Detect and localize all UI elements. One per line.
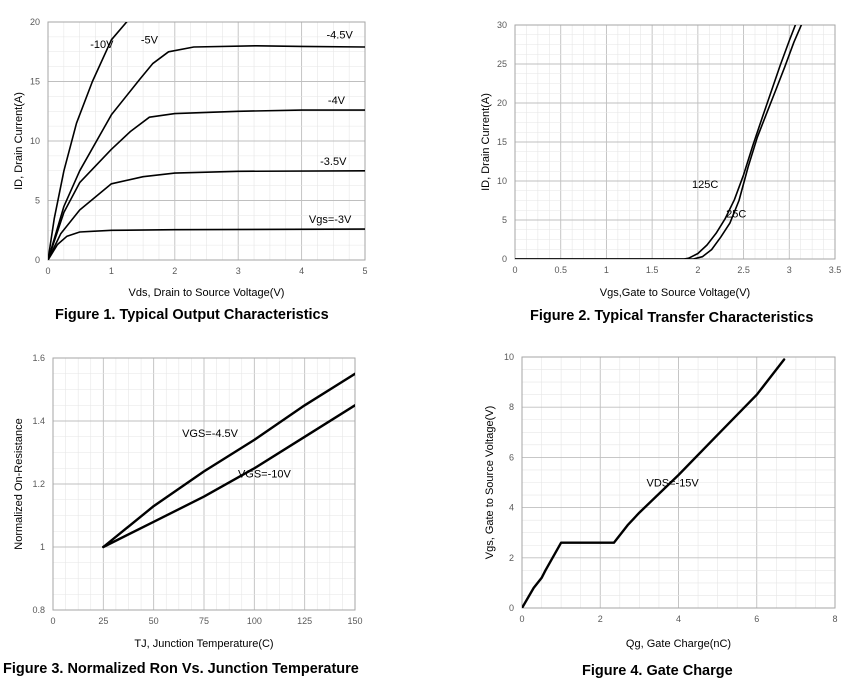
fig2-x-tick-label: 0.5 (554, 265, 567, 275)
figure-1-caption: Figure 1. Typical Output Characteristics (55, 307, 329, 323)
fig4-x-tick-label: 2 (598, 614, 603, 624)
fig2-x-tick-label: 1.5 (646, 265, 659, 275)
figure-2-chart: 0 0.5 1 1.5 2 2.5 3 3.5 0 5 10 15 20 25 30 Vgs,Gate to … (480, 20, 842, 299)
fig3-x-tick-label: 50 (149, 616, 159, 626)
fig3-annotation-vgs-4-5v: VGS=-4.5V (182, 428, 239, 440)
fig1-annotation-4v: -4V (328, 95, 346, 107)
fig3-x-tick-label: 150 (347, 616, 362, 626)
fig2-x-tick-label: 2 (695, 265, 700, 275)
fig1-series-4v (48, 170, 365, 260)
fig3-x-tick-label: 100 (247, 616, 262, 626)
fig4-y-tick-label: 8 (509, 402, 514, 412)
fig4-y-tick-label: 6 (509, 452, 514, 462)
fig1-y-axis-label: ID, Drain Current(A) (13, 92, 25, 190)
fig2-annotation-125c: 125C (692, 179, 718, 191)
fig4-y-tick-label: 4 (509, 503, 514, 513)
fig3-y-tick-label: 1.2 (32, 479, 45, 489)
fig1-y-tick-label: 10 (30, 136, 40, 146)
fig1-x-tick-label: 5 (362, 266, 367, 276)
fig3-y-tick-label: 1 (40, 542, 45, 552)
fig4-y-tick-label: 0 (509, 603, 514, 613)
figure-1-panel: 0 1 2 3 4 5 0 5 10 15 20 Vds, Drain to Source Volta… (0, 0, 431, 346)
fig2-y-tick-label: 10 (497, 176, 507, 186)
figure-4-chart: 0 2 4 6 8 0 2 4 6 8 10 Qg, Gate Charge(nC) Vgs, Gate… (484, 352, 838, 650)
fig3-y-axis-label: Normalized On-Resistance (13, 418, 25, 549)
fig2-series-25c (515, 25, 803, 259)
fig4-x-tick-label: 4 (676, 614, 681, 624)
figure-4-caption: Figure 4. Gate Charge (582, 663, 733, 679)
fig1-series-5v (48, 44, 365, 260)
figure-4-panel: 0 2 4 6 8 0 2 4 6 8 10 Qg, Gate Charge(nC) Vgs, Gate… (431, 346, 863, 693)
fig3-x-tick-label: 75 (199, 616, 209, 626)
fig2-x-tick-label: 0 (512, 265, 517, 275)
fig3-series-vgs-10v (102, 404, 355, 549)
fig1-x-tick-label: 1 (109, 266, 114, 276)
fig4-plot-area (521, 356, 836, 609)
fig1-x-tick-label: 0 (45, 266, 50, 276)
fig2-x-tick-label: 1 (604, 265, 609, 275)
figure-2-panel: 0 0.5 1 1.5 2 2.5 3 3.5 0 5 10 15 20 25 30 Vgs,Gate to … (431, 0, 863, 346)
fig2-y-tick-label: 15 (497, 137, 507, 147)
fig1-x-tick-label: 3 (236, 266, 241, 276)
fig3-x-tick-label: 0 (50, 616, 55, 626)
fig1-y-tick-label: 20 (30, 17, 40, 27)
fig1-x-tick-label: 4 (299, 266, 304, 276)
fig1-series-4-5v (48, 109, 365, 260)
fig3-y-tick-label: 0.8 (32, 605, 45, 615)
fig3-x-tick-label: 25 (98, 616, 108, 626)
fig1-y-tick-label: 15 (30, 77, 40, 87)
fig4-x-tick-label: 0 (519, 614, 524, 624)
fig1-annotation-3-5v: -3.5V (320, 156, 347, 168)
fig2-x-tick-label: 3 (787, 265, 792, 275)
fig4-y-tick-label: 10 (504, 352, 514, 362)
figure-2-caption-part-2: Transfer Characteristics (647, 310, 814, 326)
fig1-plot-area (47, 21, 366, 261)
fig1-x-axis-label: Vds, Drain to Source Voltage(V) (129, 287, 285, 299)
fig2-y-tick-label: 20 (497, 98, 507, 108)
fig3-y-tick-label: 1.4 (32, 416, 45, 426)
figure-3-panel: 0 25 50 75 100 125 150 0.8 1 1.2 1.4 1.6 TJ, Junctio… (0, 346, 431, 693)
fig1-y-tick-label: 0 (35, 255, 40, 265)
fig2-annotation-25c: 25C (726, 209, 746, 221)
fig1-y-tick-label: 5 (35, 196, 40, 206)
fig2-y-tick-label: 0 (502, 254, 507, 264)
figure-1-chart: 0 1 2 3 4 5 0 5 10 15 20 Vds, Drain to Source Volta… (13, 17, 368, 299)
fig1-annotation-10v: -10V (90, 39, 114, 51)
fig4-x-tick-label: 6 (754, 614, 759, 624)
fig4-x-tick-label: 8 (832, 614, 837, 624)
fig2-x-axis-label: Vgs,Gate to Source Voltage(V) (600, 287, 750, 299)
fig2-x-tick-label: 2.5 (737, 265, 750, 275)
fig4-annotation-vds-15v: VDS=-15V (646, 477, 699, 489)
fig2-y-tick-label: 30 (497, 20, 507, 30)
fig1-x-tick-label: 2 (172, 266, 177, 276)
fig3-x-axis-label: TJ, Junction Temperature(C) (134, 638, 273, 650)
figure-2-caption: Figure 2. Typical Transfer Characteristi… (530, 308, 814, 326)
fig3-plot-area (52, 357, 356, 611)
fig3-y-tick-label: 1.6 (32, 353, 45, 363)
figure-3-caption: Figure 3. Normalized Ron Vs. Junction Te… (3, 661, 359, 677)
fig4-y-axis-label: Vgs, Gate to Source Voltage(V) (484, 406, 496, 559)
fig2-y-tick-label: 25 (497, 59, 507, 69)
fig1-annotation-5v: -5V (141, 34, 159, 46)
fig2-y-tick-label: 5 (502, 215, 507, 225)
fig3-series-vgs-4-5v (102, 372, 355, 549)
fig1-series-vgs-3v (48, 228, 365, 260)
fig2-series-125c (515, 25, 797, 259)
fig4-x-axis-label: Qg, Gate Charge(nC) (626, 638, 731, 650)
figure-3-chart: 0 25 50 75 100 125 150 0.8 1 1.2 1.4 1.6 TJ, Junctio… (13, 353, 363, 650)
fig3-x-tick-label: 125 (297, 616, 312, 626)
fig4-y-tick-label: 2 (509, 553, 514, 563)
fig2-y-axis-label: ID, Drain Current(A) (480, 93, 492, 191)
fig4-series-vds-15v (522, 358, 786, 608)
fig2-x-tick-label: 3.5 (829, 265, 842, 275)
fig3-annotation-vgs-10v: VGS=-10V (238, 469, 292, 481)
fig1-series-10v (48, 22, 128, 260)
fig1-annotation-vgs-3v: Vgs=-3V (309, 214, 352, 226)
fig1-annotation-4-5v: -4.5V (326, 30, 353, 42)
figure-2-caption-part-1: Figure 2. Typical (530, 308, 648, 324)
